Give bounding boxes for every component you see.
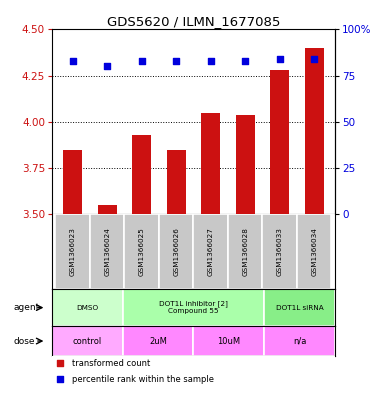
Point (242, 58, 248, 64)
Text: percentile rank within the sample: percentile rank within the sample (72, 375, 214, 384)
Bar (270, 70, 289, 215)
Point (57, 360, 64, 366)
Text: GSM1366026: GSM1366026 (173, 227, 179, 276)
Text: 2uM: 2uM (149, 336, 167, 345)
Text: n/a: n/a (293, 336, 306, 345)
Bar (124, 215, 159, 289)
Text: GSM1366034: GSM1366034 (311, 227, 317, 276)
Text: GSM1366027: GSM1366027 (208, 227, 214, 276)
Point (139, 58, 145, 64)
Point (208, 58, 214, 64)
Text: GSM1366033: GSM1366033 (277, 227, 283, 276)
Bar (90, 215, 124, 289)
Text: DMSO: DMSO (76, 305, 99, 310)
Bar (52, 289, 123, 326)
Bar (264, 289, 335, 326)
Bar (193, 326, 264, 356)
Bar (123, 326, 193, 356)
Point (277, 56, 283, 62)
Bar (297, 215, 331, 289)
Text: GSM1366025: GSM1366025 (139, 227, 145, 276)
Bar (132, 135, 151, 215)
Bar (98, 205, 117, 215)
Point (70, 58, 76, 64)
Text: DOT1L inhibitor [2]
Compound 55: DOT1L inhibitor [2] Compound 55 (159, 301, 228, 314)
Text: control: control (73, 336, 102, 345)
Bar (263, 215, 297, 289)
Bar (159, 215, 193, 289)
Text: GSM1366024: GSM1366024 (104, 227, 110, 276)
Text: 10uM: 10uM (217, 336, 240, 345)
Point (104, 63, 110, 70)
Bar (52, 326, 123, 356)
Bar (305, 48, 324, 215)
Text: agent: agent (14, 303, 40, 312)
Point (173, 58, 179, 64)
Bar (167, 150, 186, 215)
Bar (201, 113, 220, 215)
Bar (123, 289, 264, 326)
Text: GSM1366028: GSM1366028 (242, 227, 248, 276)
Bar (264, 326, 335, 356)
Title: GDS5620 / ILMN_1677085: GDS5620 / ILMN_1677085 (107, 15, 280, 28)
Text: transformed count: transformed count (72, 359, 150, 368)
Bar (236, 114, 255, 215)
Bar (63, 150, 82, 215)
Bar (55, 215, 90, 289)
Bar (228, 215, 263, 289)
Bar (194, 215, 228, 289)
Point (311, 56, 317, 62)
Text: DOT1L siRNA: DOT1L siRNA (276, 305, 323, 310)
Text: GSM1366023: GSM1366023 (70, 227, 76, 276)
Point (57, 376, 64, 382)
Text: dose: dose (14, 336, 35, 345)
